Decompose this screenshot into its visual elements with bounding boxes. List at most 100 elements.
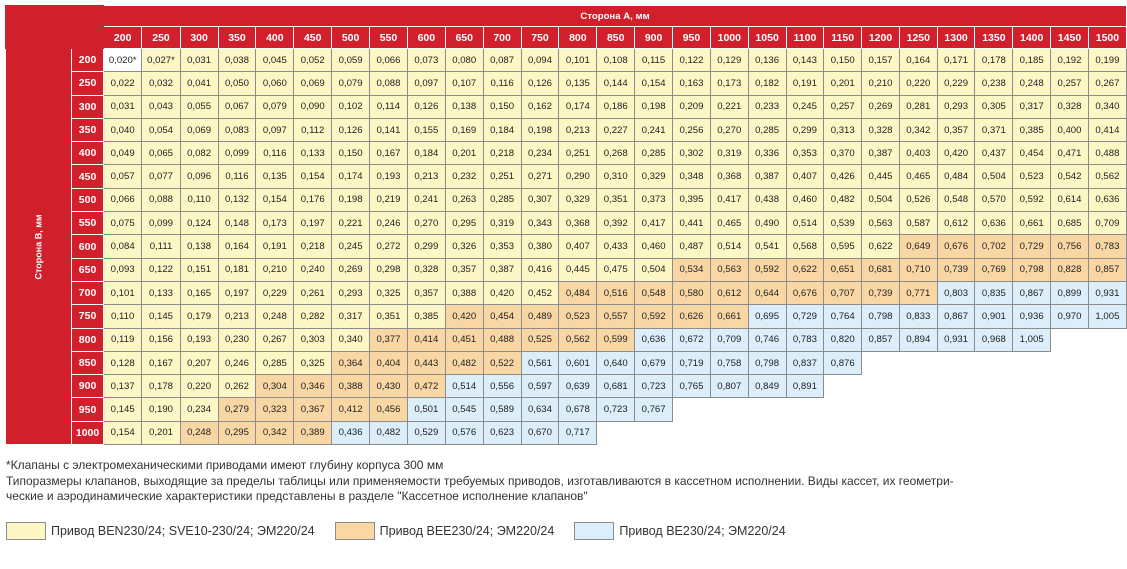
area-cell: 0,968 bbox=[974, 327, 1014, 352]
area-cell: 0,304 bbox=[255, 374, 295, 399]
empty-cell bbox=[786, 421, 824, 445]
area-cell: 0,475 bbox=[596, 257, 636, 282]
row-header-b: 1000 bbox=[71, 420, 105, 446]
column-header-a: 500 bbox=[331, 26, 371, 49]
area-cell: 0,111 bbox=[141, 234, 181, 259]
empty-cell bbox=[1012, 374, 1051, 398]
legend-label-blue: Привод BE230/24; ЭМ220/24 bbox=[619, 524, 786, 538]
area-cell: 0,245 bbox=[785, 94, 825, 119]
area-cell: 0,154 bbox=[103, 420, 143, 446]
area-cell: 0,514 bbox=[444, 374, 484, 399]
empty-cell bbox=[1012, 421, 1051, 445]
area-cell: 0,027* bbox=[141, 47, 181, 73]
table-row: 700 0,101 0,133 0,165 0,197 0,229 0,261 0,293 0,… bbox=[6, 280, 1127, 306]
area-cell: 0,032 bbox=[141, 71, 181, 96]
area-cell: 0,220 bbox=[898, 71, 938, 96]
empty-cell bbox=[823, 421, 862, 445]
area-cell: 0,514 bbox=[709, 234, 749, 259]
area-cell: 0,417 bbox=[634, 211, 674, 236]
area-cell: 0,210 bbox=[255, 257, 295, 282]
area-cell: 0,702 bbox=[974, 234, 1014, 259]
area-cell: 0,670 bbox=[520, 420, 560, 446]
area-cell: 0,129 bbox=[709, 47, 749, 73]
area-cell: 0,031 bbox=[179, 47, 219, 73]
area-cell: 0,351 bbox=[369, 304, 408, 329]
area-cell: 0,157 bbox=[861, 47, 900, 73]
area-cell: 0,568 bbox=[785, 234, 825, 259]
area-cell: 0,150 bbox=[331, 141, 371, 166]
area-cell: 0,119 bbox=[103, 327, 143, 352]
table-row: 550 0,075 0,099 0,124 0,148 0,173 0,197 0,221 0,… bbox=[6, 211, 1127, 236]
area-cell: 0,501 bbox=[406, 397, 446, 422]
empty-cell bbox=[937, 374, 975, 398]
area-cell: 0,387 bbox=[482, 257, 522, 282]
column-header-a: 600 bbox=[406, 26, 446, 49]
area-cell: 0,233 bbox=[747, 94, 787, 119]
area-cell: 0,622 bbox=[861, 234, 900, 259]
area-cell: 0,293 bbox=[936, 94, 976, 119]
column-header-a: 700 bbox=[482, 26, 522, 49]
column-header-a: 800 bbox=[558, 26, 598, 49]
area-cell: 0,803 bbox=[936, 280, 976, 306]
area-cell: 0,269 bbox=[331, 257, 371, 282]
table-row: 450 0,057 0,077 0,096 0,116 0,135 0,154 0,174 0,… bbox=[6, 164, 1127, 189]
area-cell: 0,198 bbox=[520, 117, 560, 143]
area-cell: 0,490 bbox=[747, 211, 787, 236]
area-cell: 0,445 bbox=[861, 164, 900, 189]
area-cell: 0,150 bbox=[482, 94, 522, 119]
area-cell: 0,057 bbox=[103, 164, 143, 189]
actuator-legend: Привод BEN230/24; SVE10-230/24; ЭМ220/24… bbox=[6, 520, 806, 542]
area-cell: 0,342 bbox=[255, 420, 295, 446]
area-cell: 0,295 bbox=[217, 420, 257, 446]
area-cell: 0,174 bbox=[331, 164, 371, 189]
area-cell: 0,193 bbox=[369, 164, 408, 189]
area-cell: 0,251 bbox=[558, 141, 598, 166]
area-cell: 0,303 bbox=[293, 327, 333, 352]
area-cell: 0,179 bbox=[179, 304, 219, 329]
area-cell: 0,867 bbox=[1012, 280, 1052, 306]
side-b-header-text: Сторона В, мм bbox=[33, 213, 44, 280]
area-cell: 0,299 bbox=[785, 117, 825, 143]
area-cell: 0,529 bbox=[406, 420, 446, 446]
area-cell: 0,307 bbox=[520, 187, 560, 213]
area-cell: 0,124 bbox=[179, 211, 219, 236]
area-cell: 0,729 bbox=[1012, 234, 1052, 259]
area-cell: 0,245 bbox=[331, 234, 371, 259]
area-cell: 0,634 bbox=[520, 397, 560, 422]
area-cell: 0,709 bbox=[709, 327, 749, 352]
area-cell: 0,115 bbox=[634, 47, 674, 73]
area-cell: 0,336 bbox=[747, 141, 787, 166]
area-cell: 0,931 bbox=[1087, 280, 1127, 306]
area-cell: 0,597 bbox=[520, 374, 560, 399]
area-cell: 0,150 bbox=[823, 47, 863, 73]
empty-cell bbox=[672, 397, 711, 422]
area-cell: 0,285 bbox=[255, 350, 295, 376]
area-cell: 0,407 bbox=[558, 234, 598, 259]
area-cell: 0,221 bbox=[709, 94, 749, 119]
area-cell: 0,472 bbox=[406, 374, 446, 399]
footnote-cassette-line2: ческие и аэродинамические характеристики… bbox=[6, 489, 588, 503]
column-header-a: 1000 bbox=[709, 26, 749, 49]
area-cell: 0,899 bbox=[1050, 280, 1089, 306]
area-cell: 0,626 bbox=[672, 304, 711, 329]
area-cell: 0,279 bbox=[217, 397, 257, 422]
area-cell: 0,137 bbox=[103, 374, 143, 399]
area-cell: 0,173 bbox=[255, 211, 295, 236]
area-cell: 0,319 bbox=[709, 141, 749, 166]
area-cell: 0,452 bbox=[520, 280, 560, 306]
table-row: 600 0,084 0,111 0,138 0,164 0,191 0,218 0,245 0,… bbox=[6, 234, 1127, 259]
area-cell: 0,348 bbox=[672, 164, 711, 189]
area-cell: 0,426 bbox=[823, 164, 863, 189]
legend-label-orange: Привод BEE230/24; ЭМ220/24 bbox=[379, 524, 555, 538]
empty-cell bbox=[710, 421, 749, 445]
area-cell: 0,436 bbox=[331, 420, 371, 446]
column-header-a: 550 bbox=[369, 26, 408, 49]
area-cell: 1,005 bbox=[1087, 304, 1127, 329]
area-cell: 0,523 bbox=[558, 304, 598, 329]
empty-cell bbox=[937, 421, 975, 445]
area-cell: 0,661 bbox=[709, 304, 749, 329]
area-cell: 0,936 bbox=[1012, 304, 1052, 329]
area-cell: 0,116 bbox=[255, 141, 295, 166]
table-row: 950 0,145 0,190 0,234 0,279 0,323 0,367 0,412 0,… bbox=[6, 397, 1127, 422]
area-cell: 0,210 bbox=[861, 71, 900, 96]
